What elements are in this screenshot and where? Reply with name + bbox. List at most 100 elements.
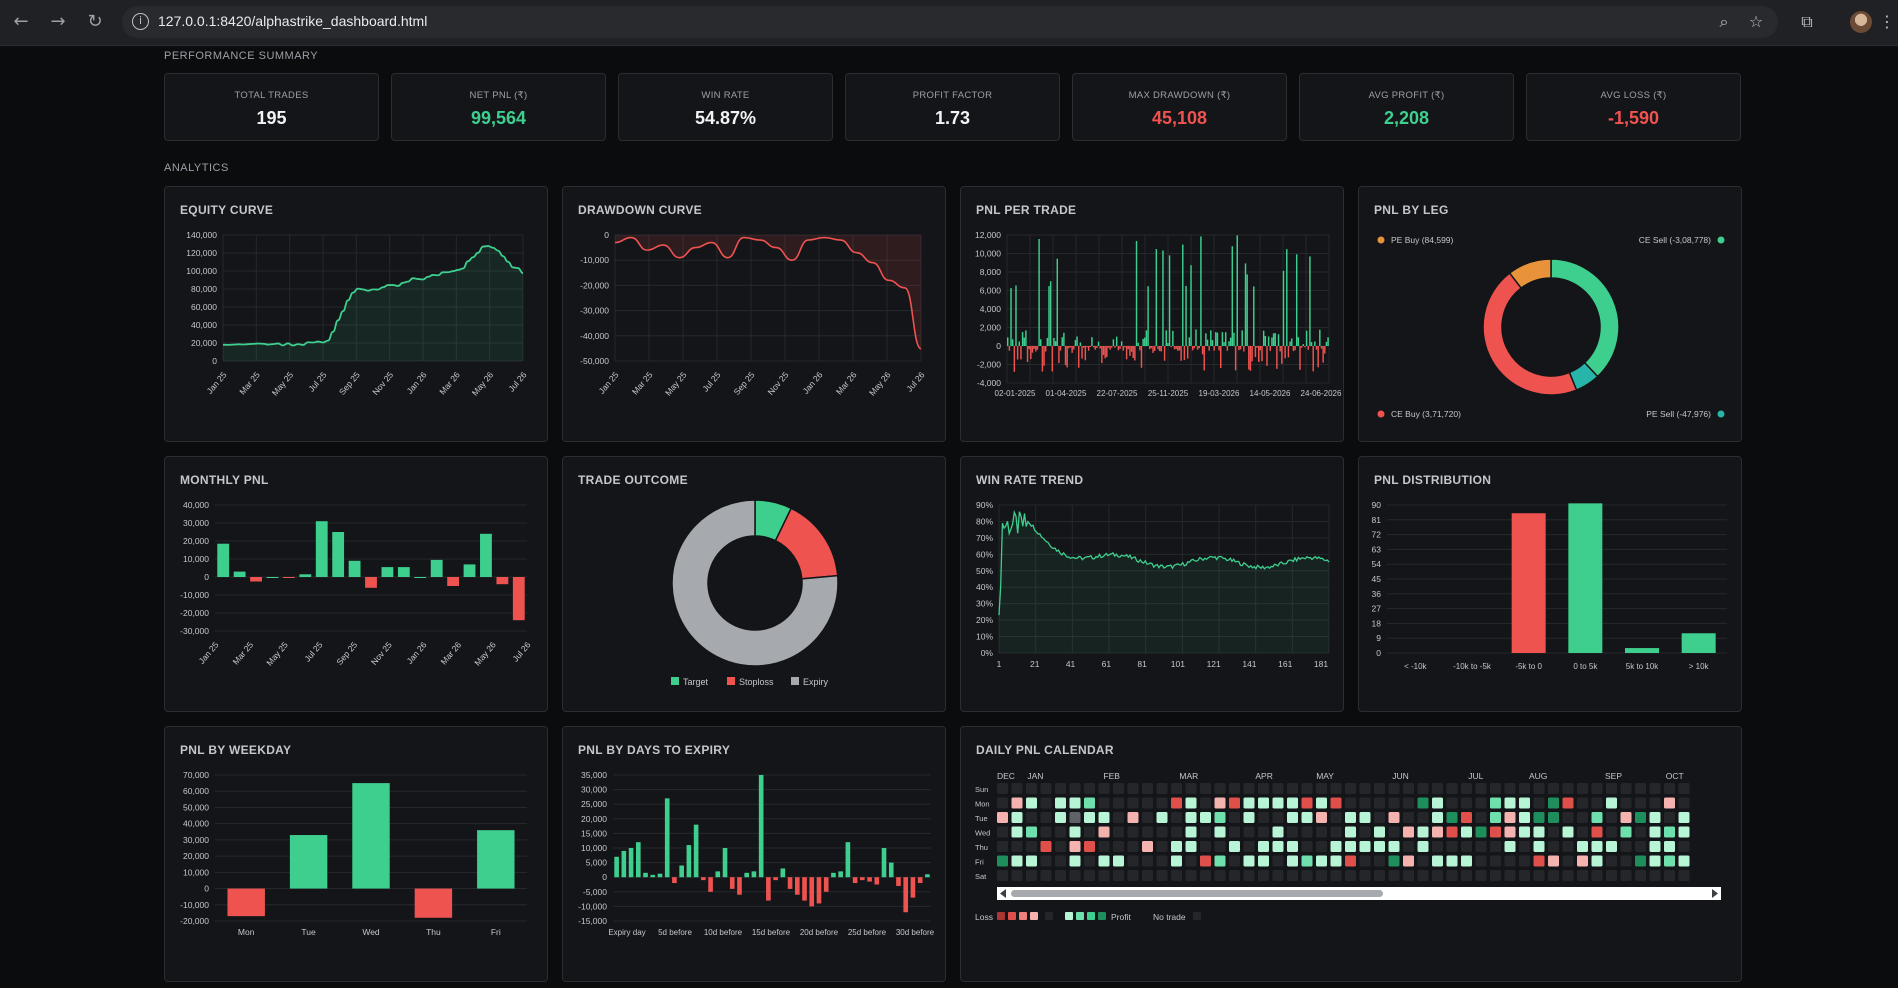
calendar-day-cell bbox=[1606, 841, 1617, 852]
calendar-day-cell bbox=[1026, 812, 1037, 823]
x-tick-label: 01-04-2025 bbox=[1046, 389, 1087, 398]
trade-bar bbox=[1292, 346, 1295, 352]
calendar-day-cell bbox=[1374, 855, 1385, 867]
menu-icon[interactable]: ⋮ bbox=[1879, 12, 1895, 31]
month-bar bbox=[496, 577, 509, 585]
trade-bar bbox=[1053, 337, 1055, 346]
trade-bar bbox=[1091, 337, 1093, 346]
zoom-icon[interactable]: ⌕ bbox=[1719, 12, 1729, 31]
card-title: EQUITY CURVE bbox=[180, 203, 274, 217]
trade-bar bbox=[1035, 346, 1037, 352]
y-tick-label: -30,000 bbox=[180, 626, 209, 636]
calendar-day-cell bbox=[1330, 797, 1342, 809]
calendar-day-cell bbox=[1678, 797, 1690, 809]
x-tick-label: May 26 bbox=[472, 640, 498, 668]
calendar-day-cell bbox=[1069, 826, 1081, 838]
calendar-day-cell bbox=[1214, 797, 1226, 809]
trade-bar bbox=[1069, 346, 1072, 348]
calendar-day-cell bbox=[1026, 855, 1037, 867]
y-tick-label: 60,000 bbox=[191, 302, 217, 312]
calendar-day-cell bbox=[1562, 783, 1574, 794]
trade-bar bbox=[1223, 342, 1225, 346]
bookmark-star-icon[interactable]: ☆ bbox=[1748, 12, 1764, 31]
legend-marker bbox=[1377, 236, 1385, 244]
trade-bar bbox=[1162, 250, 1164, 346]
y-tick-label: 80% bbox=[976, 516, 993, 526]
calendar-day-cell bbox=[1432, 855, 1443, 867]
x-tick-label: 20d before bbox=[800, 928, 839, 937]
legend-label: No trade bbox=[1153, 912, 1186, 922]
calendar-day-cell bbox=[1475, 783, 1487, 794]
dte-bar bbox=[896, 877, 901, 886]
calendar-day-cell bbox=[1040, 783, 1052, 794]
trade-bar bbox=[1294, 346, 1296, 351]
reload-icon[interactable]: ↻ bbox=[87, 11, 103, 32]
calendar-day-cell bbox=[1620, 841, 1632, 852]
dte-bar bbox=[773, 877, 778, 881]
calendar-day-cell bbox=[1055, 870, 1066, 881]
calendar-day-cell bbox=[1490, 812, 1501, 823]
pnl-by-leg-card: PNL BY LEG PE Buy (84,599) CE Sell (-3,08… bbox=[1358, 186, 1742, 442]
calendar-day-cell bbox=[1301, 826, 1313, 838]
calendar-day-cell bbox=[1243, 826, 1255, 838]
month-bar bbox=[430, 559, 443, 577]
calendar-day-cell bbox=[1084, 783, 1095, 794]
calendar-day-cell bbox=[1084, 826, 1095, 838]
x-tick-label: 0 to 5k bbox=[1573, 662, 1598, 671]
back-icon[interactable]: ← bbox=[13, 11, 29, 32]
calendar-day-cell bbox=[1577, 855, 1588, 867]
y-tick-label: 10,000 bbox=[183, 867, 209, 877]
y-tick-label: -10,000 bbox=[180, 590, 209, 600]
x-tick-label: Jan 26 bbox=[404, 370, 428, 396]
trade-bar bbox=[1137, 342, 1139, 346]
calendar-day-cell bbox=[1403, 797, 1414, 809]
forward-icon[interactable]: → bbox=[50, 11, 66, 32]
calendar-day-cell bbox=[1142, 783, 1153, 794]
calendar-day-cell bbox=[1446, 826, 1458, 838]
card-title: DRAWDOWN CURVE bbox=[578, 203, 702, 217]
calendar-day-cell bbox=[1229, 812, 1240, 823]
trade-bar bbox=[1030, 346, 1032, 360]
trade-bar bbox=[1170, 346, 1172, 348]
month-bar bbox=[480, 533, 492, 577]
donut-slice bbox=[1482, 271, 1578, 396]
trade-bar bbox=[1175, 346, 1177, 350]
scroll-left-arrow-icon bbox=[1000, 889, 1006, 898]
calendar-day-cell bbox=[1432, 841, 1443, 852]
trade-bar bbox=[1211, 340, 1214, 346]
kpi-label: WIN RATE bbox=[701, 90, 750, 101]
address-bar[interactable]: i 127.0.0.1:8420/alphastrike_dashboard.h… bbox=[122, 6, 1778, 38]
calendar-day-cell bbox=[1214, 783, 1226, 794]
calendar-day-cell bbox=[1664, 797, 1675, 809]
calendar-day-cell bbox=[997, 841, 1008, 852]
kpi-label: PROFIT FACTOR bbox=[912, 90, 993, 101]
calendar-day-cell bbox=[1171, 797, 1182, 809]
x-tick-label: 10d before bbox=[704, 928, 743, 937]
month-label: SEP bbox=[1605, 771, 1622, 781]
calendar-day-cell bbox=[1069, 841, 1081, 852]
month-label: JUN bbox=[1392, 771, 1409, 781]
calendar-day-cell bbox=[1649, 870, 1661, 881]
calendar-day-cell bbox=[1620, 870, 1632, 881]
calendar-day-cell bbox=[1040, 812, 1052, 823]
trade-bar bbox=[1254, 346, 1257, 358]
trade-bar bbox=[1253, 286, 1255, 346]
calendar-day-cell bbox=[1446, 797, 1458, 809]
calendar-day-cell bbox=[1519, 826, 1530, 838]
url-text[interactable]: 127.0.0.1:8420/alphastrike_dashboard.htm… bbox=[158, 13, 428, 29]
trade-bar bbox=[1079, 342, 1082, 346]
kpi-label: AVG PROFIT (₹) bbox=[1368, 90, 1445, 101]
extensions-icon[interactable]: ⧉ bbox=[1801, 12, 1813, 31]
calendar-day-cell bbox=[1345, 870, 1356, 881]
trade-bar bbox=[1120, 341, 1123, 346]
calendar-day-cell bbox=[1287, 797, 1298, 809]
profile-avatar[interactable] bbox=[1850, 11, 1872, 33]
trade-bar bbox=[1056, 258, 1058, 346]
calendar-day-cell bbox=[1113, 870, 1124, 881]
trade-bar bbox=[1147, 286, 1149, 346]
calendar-day-cell bbox=[1591, 841, 1603, 852]
trade-bar bbox=[1023, 337, 1025, 346]
site-info-icon[interactable]: i bbox=[132, 13, 149, 30]
trade-bar bbox=[1276, 346, 1278, 369]
calendar-day-cell bbox=[1330, 841, 1342, 852]
